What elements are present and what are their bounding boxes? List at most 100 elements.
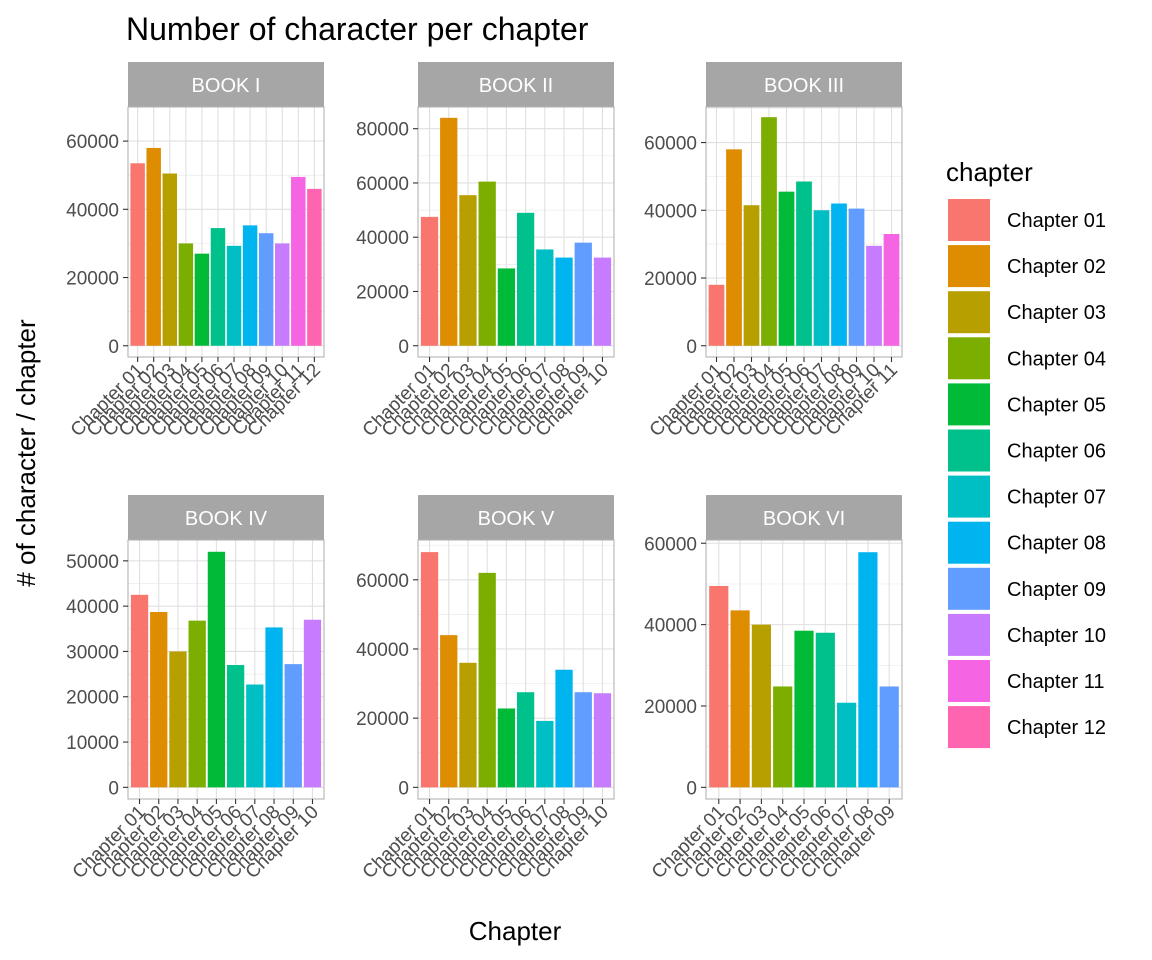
legend-key xyxy=(948,660,990,702)
bar xyxy=(555,257,573,346)
facet-label: BOOK VI xyxy=(763,508,845,530)
bar xyxy=(574,242,592,346)
legend-item: Chapter 02 xyxy=(948,245,1106,288)
facet-label: BOOK III xyxy=(764,75,844,97)
bar xyxy=(794,630,814,788)
y-tick-label: 20000 xyxy=(644,269,697,290)
chart-title: Number of character per chapter xyxy=(126,11,589,47)
legend-item: Chapter 03 xyxy=(948,291,1106,334)
bar xyxy=(813,210,830,346)
legend-label: Chapter 11 xyxy=(1007,671,1104,693)
bar xyxy=(796,181,812,346)
bar xyxy=(130,163,145,346)
legend-label: Chapter 08 xyxy=(1007,533,1106,555)
bar xyxy=(778,191,795,346)
bar xyxy=(815,632,835,788)
bar xyxy=(730,610,750,788)
legend-label: Chapter 05 xyxy=(1007,394,1106,416)
y-tick-label: 60000 xyxy=(644,134,697,155)
x-axis-title: Chapter xyxy=(469,916,562,946)
y-tick-label: 40000 xyxy=(356,640,409,661)
bar xyxy=(162,173,177,346)
bar xyxy=(207,551,226,788)
bar xyxy=(150,612,168,788)
bar xyxy=(307,188,322,346)
bar xyxy=(258,233,274,346)
y-tick-label: 40000 xyxy=(66,597,119,618)
facet-label: BOOK IV xyxy=(185,508,268,530)
bar xyxy=(169,651,187,788)
bar xyxy=(709,585,729,788)
bar xyxy=(275,243,290,346)
legend-label: Chapter 06 xyxy=(1007,441,1106,463)
y-tick-label: 50000 xyxy=(66,552,119,573)
bar xyxy=(146,147,161,346)
y-tick-label: 20000 xyxy=(66,688,119,709)
bar xyxy=(773,686,793,788)
bar xyxy=(858,552,878,788)
facet-strip xyxy=(706,62,902,107)
legend-label: Chapter 07 xyxy=(1007,487,1106,509)
bar xyxy=(226,245,242,346)
facet-strip xyxy=(706,495,902,540)
panel-border xyxy=(417,539,615,800)
y-tick-label: 0 xyxy=(686,778,697,799)
facet-strip xyxy=(128,495,324,540)
bar xyxy=(194,253,210,346)
y-tick-label: 10000 xyxy=(66,733,119,754)
bar xyxy=(188,620,206,788)
legend-item: Chapter 12 xyxy=(948,706,1106,749)
legend-key xyxy=(948,199,990,241)
legend-label: Chapter 09 xyxy=(1007,579,1106,601)
y-tick-label: 40000 xyxy=(356,228,409,249)
bar xyxy=(265,627,283,788)
bar xyxy=(516,212,535,346)
panel-border xyxy=(127,106,325,358)
bar xyxy=(726,149,742,346)
y-tick-label: 0 xyxy=(398,778,409,799)
y-tick-label: 20000 xyxy=(66,269,119,290)
y-tick-label: 0 xyxy=(108,337,119,358)
bar xyxy=(593,693,612,788)
legend-key xyxy=(948,706,990,749)
legend-key xyxy=(948,245,990,288)
y-tick-label: 80000 xyxy=(356,120,409,141)
legend-key xyxy=(948,567,990,610)
bar xyxy=(516,692,535,788)
bar xyxy=(459,662,477,788)
legend-item: Chapter 09 xyxy=(948,567,1106,610)
legend-item: Chapter 08 xyxy=(948,521,1106,564)
bar xyxy=(459,195,477,346)
legend-label: Chapter 10 xyxy=(1007,625,1106,647)
y-tick-label: 60000 xyxy=(356,571,409,592)
bar xyxy=(708,284,725,346)
y-tick-label: 20000 xyxy=(644,697,697,718)
y-tick-label: 0 xyxy=(398,337,409,358)
y-tick-label: 0 xyxy=(686,337,697,358)
bar xyxy=(761,117,777,346)
y-tick-label: 40000 xyxy=(644,201,697,222)
bar xyxy=(497,268,516,346)
legend-item: Chapter 05 xyxy=(948,383,1106,426)
bar xyxy=(883,233,900,346)
y-axis-title: # of character / chapter xyxy=(11,319,41,587)
y-tick-label: 60000 xyxy=(66,132,119,153)
bar xyxy=(303,619,322,788)
y-tick-label: 0 xyxy=(108,778,119,799)
facet-label: BOOK V xyxy=(478,508,555,530)
bar xyxy=(420,216,439,346)
legend-item: Chapter 11 xyxy=(948,660,1104,702)
bar xyxy=(130,594,149,788)
bar xyxy=(440,117,458,346)
facet-label: BOOK I xyxy=(192,75,261,97)
legend-item: Chapter 10 xyxy=(948,613,1106,656)
legend: Chapter 01 Chapter 02 Chapter 03 Chapter 04… xyxy=(948,199,1106,749)
panel-border xyxy=(417,106,615,358)
facet-strip xyxy=(128,62,324,107)
bar xyxy=(848,208,865,346)
bar xyxy=(178,243,194,346)
y-tick-label: 20000 xyxy=(356,282,409,303)
